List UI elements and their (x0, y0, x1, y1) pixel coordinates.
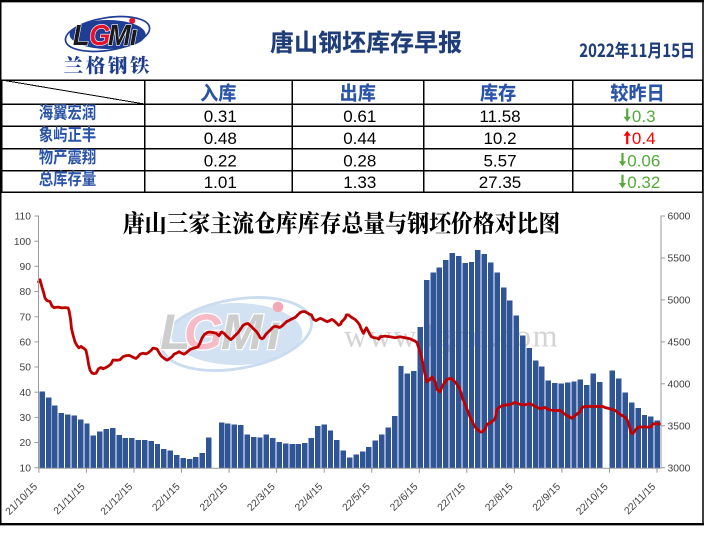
svg-text:G: G (89, 19, 110, 51)
svg-text:G: G (184, 304, 223, 360)
svg-text:0.44: 0.44 (343, 129, 376, 148)
svg-text:110: 110 (15, 212, 32, 223)
svg-text:4500: 4500 (668, 338, 691, 349)
svg-text:5.57: 5.57 (483, 151, 516, 170)
svg-text:4000: 4000 (668, 379, 691, 390)
svg-text:100: 100 (14, 237, 31, 248)
svg-text:M: M (108, 19, 131, 51)
svg-text:27.35: 27.35 (479, 173, 522, 192)
svg-text:10: 10 (20, 463, 32, 474)
svg-text:10.2: 10.2 (483, 129, 516, 148)
svg-text:0.28: 0.28 (343, 151, 376, 170)
svg-text:1.33: 1.33 (343, 173, 376, 192)
svg-text:0.22: 0.22 (204, 151, 237, 170)
svg-text:0.48: 0.48 (204, 129, 237, 148)
svg-text:3000: 3000 (668, 463, 691, 474)
svg-text:30: 30 (20, 413, 32, 424)
svg-text:5500: 5500 (668, 254, 691, 265)
svg-text:80: 80 (20, 287, 32, 298)
svg-text:0.4: 0.4 (632, 129, 656, 148)
svg-text:1.01: 1.01 (204, 173, 237, 192)
svg-text:3500: 3500 (668, 421, 691, 432)
svg-text:0.32: 0.32 (627, 173, 660, 192)
svg-text:40: 40 (20, 388, 32, 399)
svg-text:20: 20 (20, 438, 32, 449)
svg-text:90: 90 (20, 262, 32, 273)
svg-text:L: L (73, 19, 90, 51)
svg-text:11.58: 11.58 (479, 107, 520, 126)
svg-text:50: 50 (20, 363, 32, 374)
svg-text:5000: 5000 (668, 296, 691, 307)
svg-text:0.61: 0.61 (343, 107, 376, 126)
svg-text:0.06: 0.06 (627, 151, 660, 170)
svg-text:60: 60 (20, 338, 32, 349)
svg-text:ı: ı (130, 19, 138, 51)
svg-text:70: 70 (20, 312, 32, 323)
svg-text:ı: ı (267, 304, 281, 360)
svg-text:6000: 6000 (668, 212, 691, 223)
svg-text:0.31: 0.31 (204, 107, 237, 126)
svg-text:0.3: 0.3 (632, 107, 656, 126)
